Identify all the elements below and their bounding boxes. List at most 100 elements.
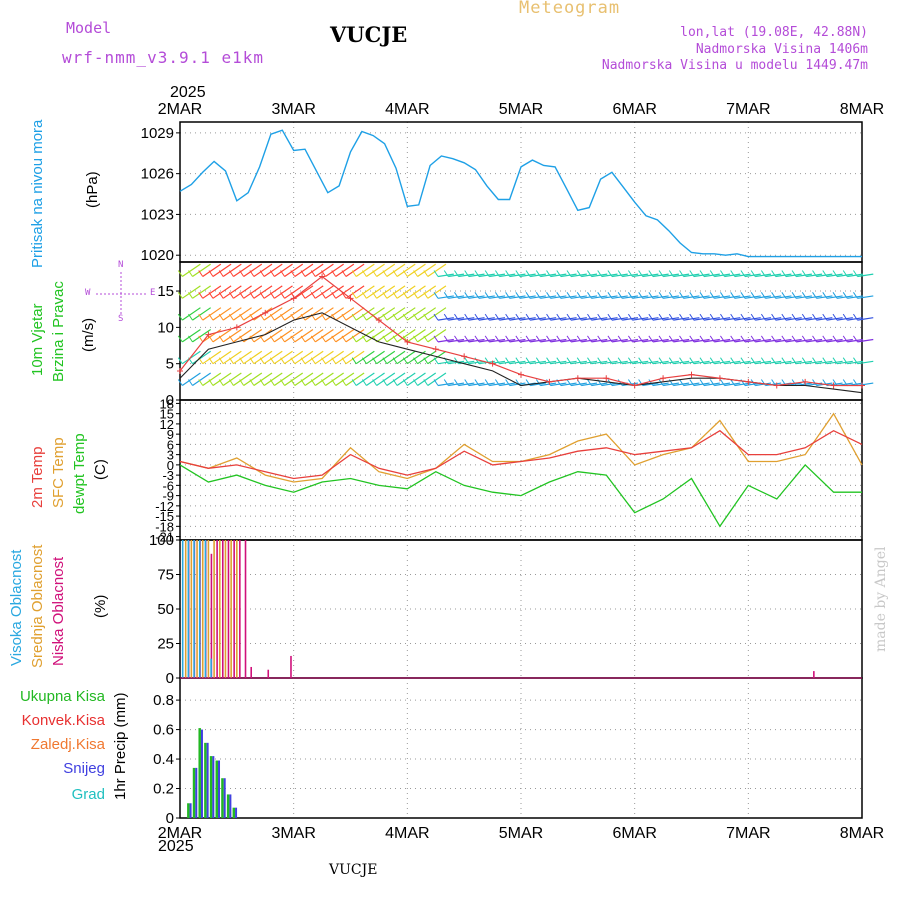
wind-barb-flag bbox=[310, 379, 316, 386]
dewpt-line bbox=[179, 463, 862, 528]
wind-barb-flag bbox=[229, 357, 234, 364]
wind-barb-flag bbox=[853, 379, 858, 386]
wind-barb-flag bbox=[791, 357, 797, 364]
wind-barb-flag bbox=[812, 313, 817, 321]
wind-barb bbox=[325, 372, 344, 386]
wind-barb-flag bbox=[290, 313, 296, 321]
wind-barb-flag bbox=[351, 335, 357, 343]
wind-barb-flag bbox=[474, 313, 480, 321]
wind-barb-flag bbox=[321, 379, 326, 386]
wind-barb bbox=[314, 285, 334, 299]
wind-barb-flag bbox=[454, 379, 459, 386]
wind-barb-flag bbox=[566, 335, 572, 343]
wind-barb bbox=[304, 350, 324, 365]
wind-barb bbox=[673, 360, 690, 365]
wind-barb bbox=[417, 307, 437, 321]
wind-barb bbox=[611, 273, 628, 278]
wind-gust-marker bbox=[404, 338, 411, 345]
wind-barb bbox=[233, 307, 252, 321]
wind-barb bbox=[499, 338, 516, 343]
y-tick-label: 100 bbox=[149, 532, 174, 549]
wind-barb bbox=[478, 273, 495, 278]
wind-barb-flag bbox=[576, 270, 582, 277]
wind-barb-flag bbox=[709, 357, 715, 364]
wind-barb-flag bbox=[433, 357, 439, 364]
wind-barb-flag bbox=[791, 379, 797, 386]
wind-barb bbox=[550, 382, 567, 387]
wind-barb-flag bbox=[832, 379, 838, 386]
wind-barb bbox=[734, 295, 751, 299]
wind-barb-flag bbox=[679, 292, 684, 299]
wind-barb-flag bbox=[750, 313, 756, 321]
wind-barb-flag bbox=[812, 357, 817, 364]
wind-barb bbox=[448, 273, 465, 278]
wind-barb bbox=[550, 295, 567, 299]
x-tick-label-top: 3MAR bbox=[271, 101, 315, 118]
wind-barb bbox=[540, 273, 557, 278]
y-tick-label: 0.2 bbox=[153, 781, 174, 798]
wind-barb-flag bbox=[239, 379, 245, 386]
wind-barb-flag bbox=[351, 292, 357, 299]
wind-barb bbox=[478, 382, 495, 387]
wind-barb-flag bbox=[853, 313, 858, 321]
temp2m-line bbox=[179, 429, 863, 480]
legend-total-precip: Ukupna Kisa bbox=[19, 688, 105, 705]
wind-barb bbox=[355, 263, 375, 278]
wind-barb-flag bbox=[198, 313, 204, 321]
wind-barb bbox=[406, 285, 426, 299]
wind-barb-flag bbox=[402, 313, 408, 321]
wind-barb-flag bbox=[280, 379, 285, 386]
wind-barb bbox=[683, 338, 700, 343]
wind-barb bbox=[622, 273, 639, 278]
wind-barb-flag bbox=[781, 292, 787, 299]
wind-barb bbox=[744, 295, 761, 299]
wind-barb bbox=[836, 360, 853, 365]
wind-barb bbox=[437, 317, 454, 321]
wind-barb bbox=[509, 338, 526, 343]
y-tick-label: -15 bbox=[155, 509, 174, 524]
wind-barb-flag bbox=[750, 270, 756, 277]
wind-barb-flag bbox=[382, 335, 388, 343]
wind-barb bbox=[335, 328, 355, 343]
wind-barb bbox=[355, 328, 375, 343]
wind-gust-marker bbox=[461, 353, 468, 360]
wind-barb-flag bbox=[658, 313, 664, 321]
wind-barb-flag bbox=[392, 270, 398, 277]
wind-barb bbox=[540, 338, 557, 343]
wind-barb bbox=[806, 295, 823, 299]
wind-barb-flag bbox=[474, 335, 480, 343]
wind-barb bbox=[857, 317, 874, 321]
wind-barb bbox=[662, 382, 679, 387]
wind-barb-flag bbox=[771, 270, 777, 277]
wind-barb bbox=[744, 317, 761, 321]
wind-barb bbox=[345, 285, 365, 299]
wind-barb-flag bbox=[740, 313, 746, 321]
wind-barbs bbox=[177, 263, 874, 387]
wind-barb-flag bbox=[812, 270, 817, 277]
wind-barb bbox=[345, 328, 365, 343]
wind-barb-flag bbox=[525, 357, 531, 364]
wind-barb-flag bbox=[382, 379, 388, 386]
wind-barb-flag bbox=[607, 313, 613, 321]
wind-barb bbox=[673, 338, 690, 343]
wind-barb-flag bbox=[229, 292, 234, 299]
wind-barb bbox=[693, 273, 710, 278]
wind-barb bbox=[601, 273, 618, 278]
wind-barb-flag bbox=[464, 313, 470, 321]
wind-barb bbox=[192, 285, 211, 299]
wind-barb bbox=[437, 273, 454, 278]
wind-barb bbox=[622, 360, 639, 365]
wind-barb bbox=[294, 328, 314, 343]
wind-barb bbox=[703, 338, 720, 343]
wind-barb-flag bbox=[597, 357, 603, 364]
y-tick-label: 5 bbox=[166, 356, 174, 373]
y-tick-label: 1029 bbox=[141, 125, 174, 142]
wind-barb-flag bbox=[822, 270, 828, 277]
wind-barb bbox=[683, 360, 700, 365]
wind-barb bbox=[222, 263, 242, 278]
wind-barb-flag bbox=[198, 270, 204, 277]
wind-barb bbox=[632, 317, 649, 321]
wind-barb-flag bbox=[546, 270, 551, 277]
wind-barb-flag bbox=[300, 357, 306, 364]
wind-barb-flag bbox=[760, 292, 766, 299]
